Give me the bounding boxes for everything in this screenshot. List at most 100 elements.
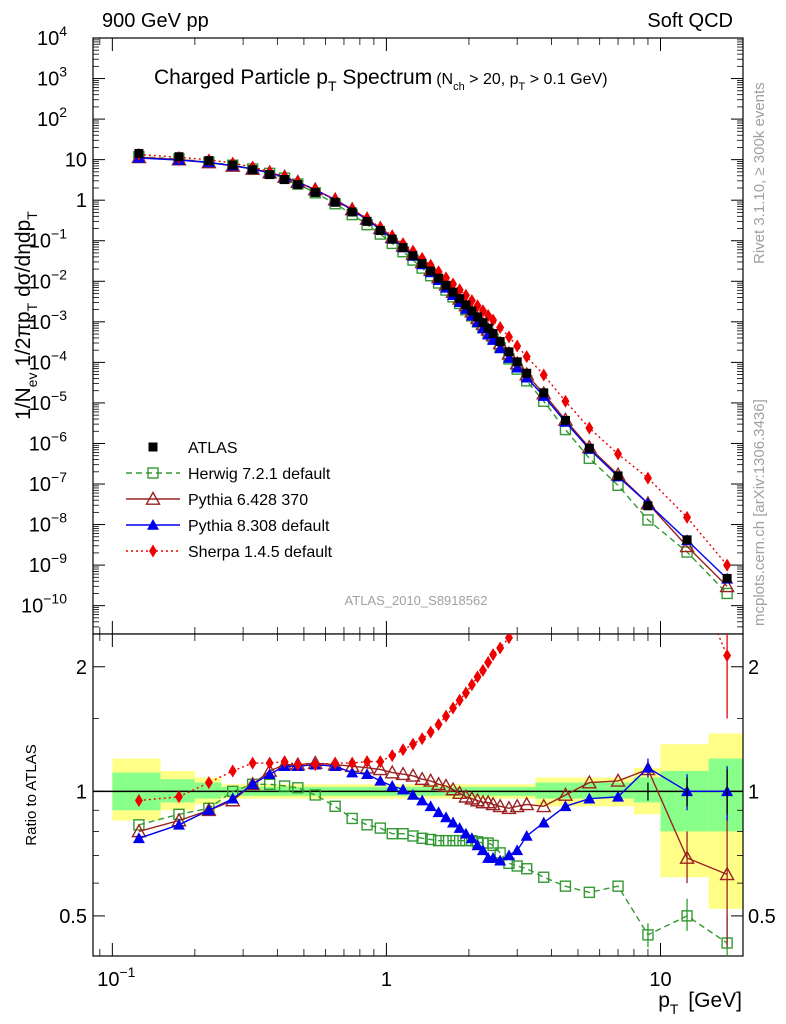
point-data — [512, 357, 522, 367]
ratio-point-pythia6 — [430, 776, 447, 791]
ratio-point-pythia8 — [559, 800, 572, 812]
ratio-point-sherpa — [426, 725, 435, 739]
point-data — [643, 501, 653, 511]
ratio-y-tick-label-right: 1 — [748, 781, 759, 803]
point-data — [504, 347, 514, 357]
legend-marker — [145, 491, 161, 505]
ratio-point-herwig — [432, 834, 445, 847]
ratio-point-pythia6 — [519, 796, 535, 811]
point-sherpa — [513, 339, 522, 353]
ratio-point-herwig — [681, 910, 693, 922]
main-y-tick-label: 10 — [65, 150, 87, 172]
ratio-series-pythia8 — [132, 758, 734, 866]
main-y-tick-label: 10−6 — [29, 428, 67, 455]
point-data — [330, 197, 340, 207]
ratio-point-sherpa — [434, 718, 443, 732]
ratio-point-pythia8 — [424, 800, 437, 812]
ratio-point-pythia6 — [557, 787, 574, 801]
ratio-point-herwig — [487, 839, 499, 852]
ratio-point-pythia6 — [509, 798, 525, 813]
ratio-point-sherpa — [461, 686, 470, 700]
point-data — [293, 180, 303, 190]
legend-label: Sherpa 1.4.5 default — [188, 544, 333, 561]
main-y-tick-label: 104 — [37, 23, 67, 50]
legend-marker — [148, 442, 158, 452]
ratio-point-pythia8 — [520, 829, 533, 841]
ratio-point-pythia6 — [610, 772, 626, 787]
ratio-point-sherpa — [204, 776, 213, 790]
uncertainty-band-inner — [660, 770, 709, 832]
main-y-tick-label: 102 — [37, 104, 67, 131]
ratio-point-herwig — [374, 822, 387, 834]
ratio-plot-axes: 0.5 1 2 0.5 1 2 10−1 1 10 — [59, 633, 776, 991]
ratio-point-sherpa — [442, 709, 451, 723]
ratio-point-sherpa — [496, 641, 505, 655]
point-herwig — [642, 514, 654, 526]
ratio-point-pythia8 — [502, 849, 515, 861]
legend-item-sherpa: Sherpa 1.4.5 default — [126, 544, 333, 561]
ratio-point-herwig — [612, 880, 624, 892]
ratio-y-axis-label: Ratio to ATLAS — [23, 744, 40, 845]
point-sherpa — [723, 558, 732, 572]
ratio-point-pythia6 — [445, 781, 461, 796]
main-plot-background — [93, 38, 743, 634]
point-data — [467, 306, 477, 316]
ratio-point-sherpa — [265, 756, 274, 770]
legend-label: ATLAS — [188, 440, 238, 457]
x-axis-label: pT [GeV] — [658, 989, 742, 1017]
ratio-point-herwig — [416, 832, 428, 845]
series-data — [134, 148, 732, 583]
point-data — [455, 294, 465, 304]
ratio-point-pythia6 — [719, 866, 735, 881]
header-left: 900 GeV pp — [102, 10, 209, 32]
main-y-axis-label: 1/Nev 1/2πpT dσ/dηdpT — [12, 211, 40, 420]
ratio-point-sherpa — [293, 758, 302, 772]
x-tick-label: 10−1 — [97, 964, 135, 991]
ratio-y-tick-label-right: 2 — [748, 657, 759, 679]
ratio-y-tick-label-right: 0.5 — [748, 906, 776, 928]
point-data — [280, 175, 290, 185]
point-sherpa — [683, 510, 692, 524]
point-data — [347, 207, 357, 217]
point-data — [310, 187, 320, 197]
ratio-y-tick-label: 1 — [76, 781, 87, 803]
ratio-point-sherpa — [504, 634, 513, 645]
legend-item-pythia6: Pythia 6.428 370 — [126, 491, 308, 509]
ratio-point-herwig — [346, 812, 358, 825]
point-pythia6 — [719, 578, 735, 593]
point-data — [461, 300, 471, 310]
main-y-tick-label: 10−4 — [29, 347, 67, 374]
ratio-point-pythia6 — [679, 850, 695, 864]
ratio-point-pythia8 — [386, 780, 399, 791]
ratio-point-herwig — [361, 819, 373, 831]
ratio-y-tick-label: 0.5 — [59, 906, 87, 928]
point-data — [204, 156, 214, 166]
ratio-point-pythia8 — [471, 839, 484, 851]
ratio-point-pythia8 — [263, 768, 276, 780]
ratio-point-sherpa — [280, 755, 289, 769]
point-data — [228, 160, 238, 170]
ratio-point-sherpa — [311, 758, 320, 772]
main-plot-area — [93, 38, 743, 634]
ratio-point-sherpa — [467, 678, 476, 692]
legend-item-pythia8: Pythia 8.308 default — [126, 518, 330, 535]
ratio-point-pythia6 — [201, 802, 217, 817]
point-data — [473, 312, 483, 322]
point-sherpa — [561, 394, 570, 408]
ratio-point-pythia8 — [397, 783, 410, 795]
main-y-tick-label: 10−1 — [29, 226, 67, 253]
x-tick-label: 1 — [381, 969, 392, 991]
ratio-point-pythia8 — [226, 792, 239, 804]
ratio-point-pythia6 — [451, 785, 468, 800]
ratio-point-pythia8 — [612, 790, 625, 802]
main-y-tick-label: 10−2 — [29, 266, 67, 293]
point-data — [248, 165, 258, 175]
ratio-point-sherpa — [174, 790, 183, 804]
ratio-point-sherpa — [455, 693, 464, 707]
ratio-point-pythia8 — [246, 778, 259, 790]
point-data — [584, 443, 594, 453]
ratio-point-herwig — [329, 800, 341, 813]
point-data — [398, 243, 408, 253]
legend-marker — [149, 544, 157, 558]
